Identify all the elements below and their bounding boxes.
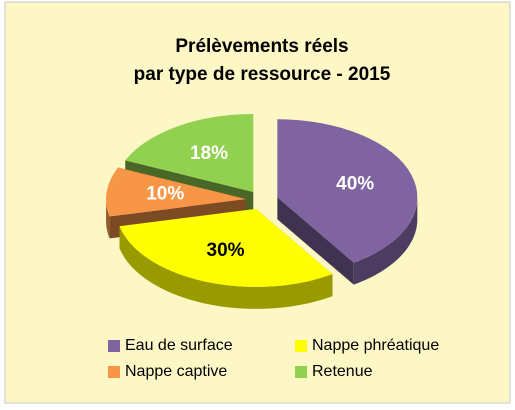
legend-label: Nappe captive [125,363,227,380]
slice [119,208,333,309]
legend-label: Retenue [312,363,373,380]
legend-label: Eau de surface [125,337,233,354]
legend-swatch [108,340,120,352]
data-label: 10% [146,184,184,205]
slice-top [277,119,418,263]
legend-swatch [295,366,307,378]
slice-top [106,167,247,217]
slice [277,119,418,285]
legend-swatch [295,340,307,352]
slice-side [353,197,418,285]
chart-title: par type de ressource - 2015 [134,64,391,85]
data-label: 30% [207,240,245,261]
legend-label: Nappe phréatique [312,337,439,354]
legend-swatch [108,366,120,378]
chart-title: Prélèvements réels [175,36,348,57]
data-label: 40% [336,173,374,194]
slice-side [106,199,110,239]
chart-background [4,1,511,404]
slice-top [119,208,333,287]
slice-top [125,113,254,192]
slice-side [277,197,354,285]
data-label: 18% [190,143,228,164]
slice-side [119,226,333,309]
